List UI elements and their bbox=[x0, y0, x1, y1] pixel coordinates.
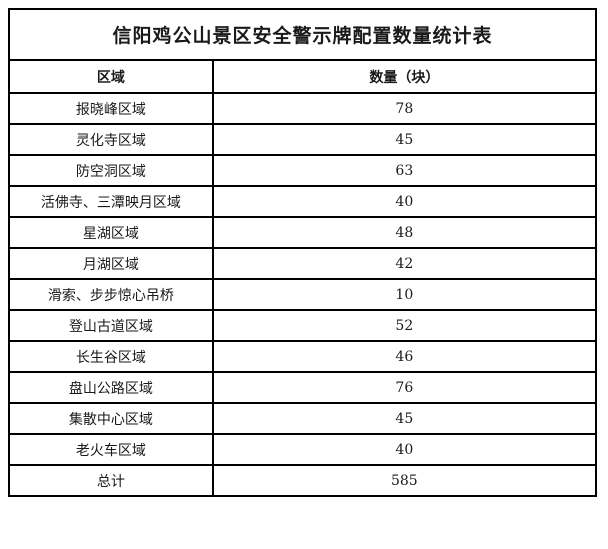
quantity-cell: 10 bbox=[211, 278, 598, 311]
region-cell: 防空洞区域 bbox=[8, 154, 214, 187]
quantity-cell: 46 bbox=[211, 340, 598, 373]
table-row: 灵化寺区域 45 bbox=[8, 123, 598, 156]
column-header-region: 区域 bbox=[8, 59, 214, 94]
quantity-cell: 78 bbox=[211, 92, 598, 125]
quantity-cell: 40 bbox=[211, 433, 598, 466]
quantity-cell: 45 bbox=[211, 123, 598, 156]
table-row: 滑索、步步惊心吊桥 10 bbox=[8, 278, 598, 311]
quantity-cell: 45 bbox=[211, 402, 598, 435]
table-row: 长生谷区域 46 bbox=[8, 340, 598, 373]
total-row: 总计 585 bbox=[8, 464, 598, 497]
quantity-cell: 40 bbox=[211, 185, 598, 218]
table-row: 防空洞区域 63 bbox=[8, 154, 598, 187]
header-row: 区域 数量（块） bbox=[8, 59, 598, 94]
region-cell: 老火车区域 bbox=[8, 433, 214, 466]
table-row: 活佛寺、三潭映月区域 40 bbox=[8, 185, 598, 218]
total-value-cell: 585 bbox=[211, 464, 598, 497]
quantity-cell: 48 bbox=[211, 216, 598, 249]
table-row: 集散中心区域 45 bbox=[8, 402, 598, 435]
region-cell: 登山古道区域 bbox=[8, 309, 214, 342]
table-row: 老火车区域 40 bbox=[8, 433, 598, 466]
region-cell: 集散中心区域 bbox=[8, 402, 214, 435]
table-title: 信阳鸡公山景区安全警示牌配置数量统计表 bbox=[8, 8, 597, 61]
region-cell: 滑索、步步惊心吊桥 bbox=[8, 278, 214, 311]
region-cell: 长生谷区域 bbox=[8, 340, 214, 373]
quantity-cell: 76 bbox=[211, 371, 598, 404]
table-row: 星湖区域 48 bbox=[8, 216, 598, 249]
safety-sign-statistics-table: 信阳鸡公山景区安全警示牌配置数量统计表 区域 数量（块） 报晓峰区域 78 灵化… bbox=[8, 8, 598, 497]
region-cell: 活佛寺、三潭映月区域 bbox=[8, 185, 214, 218]
table-row: 报晓峰区域 78 bbox=[8, 92, 598, 125]
table-row: 月湖区域 42 bbox=[8, 247, 598, 280]
column-header-quantity: 数量（块） bbox=[211, 59, 598, 94]
table-row: 登山古道区域 52 bbox=[8, 309, 598, 342]
quantity-cell: 63 bbox=[211, 154, 598, 187]
quantity-cell: 52 bbox=[211, 309, 598, 342]
table-row: 盘山公路区域 76 bbox=[8, 371, 598, 404]
region-cell: 月湖区域 bbox=[8, 247, 214, 280]
region-cell: 星湖区域 bbox=[8, 216, 214, 249]
total-label-cell: 总计 bbox=[8, 464, 214, 497]
quantity-cell: 42 bbox=[211, 247, 598, 280]
region-cell: 盘山公路区域 bbox=[8, 371, 214, 404]
region-cell: 灵化寺区域 bbox=[8, 123, 214, 156]
region-cell: 报晓峰区域 bbox=[8, 92, 214, 125]
title-row: 信阳鸡公山景区安全警示牌配置数量统计表 bbox=[8, 8, 597, 61]
